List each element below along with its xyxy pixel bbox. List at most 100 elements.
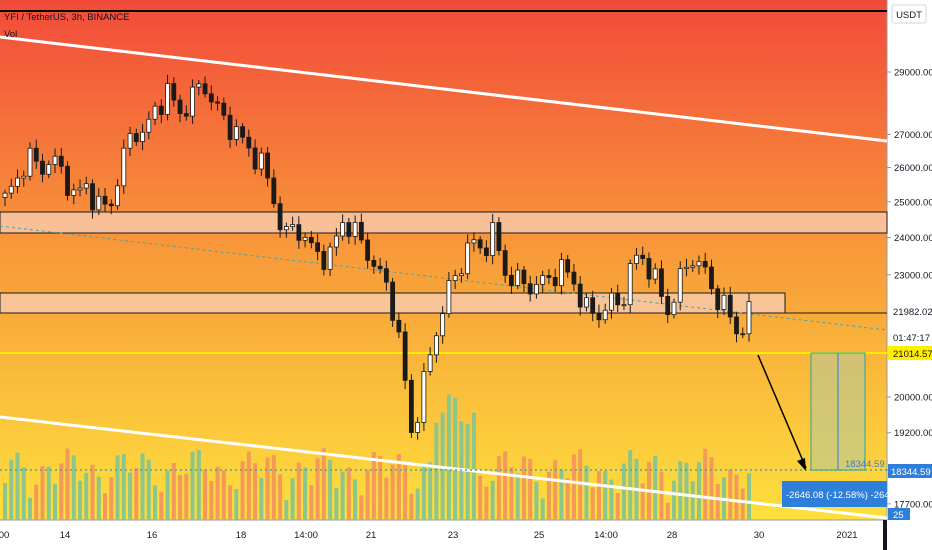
candle-body	[140, 131, 145, 143]
volume-bar	[209, 481, 214, 520]
resistance-zone[interactable]	[0, 211, 888, 234]
volume-bar	[234, 489, 239, 520]
candle-body	[740, 333, 746, 336]
candle-body	[690, 265, 696, 268]
candle-body	[102, 195, 108, 205]
price-tick-label: 19200.00	[894, 428, 932, 439]
candle-body	[108, 203, 114, 207]
volume-bar	[678, 461, 683, 520]
volume-bar	[621, 463, 626, 520]
currency-badge-box[interactable]	[891, 4, 927, 24]
volume-bar	[315, 458, 320, 520]
volume-badge-text: 25	[893, 510, 904, 521]
volume-bar	[328, 459, 333, 520]
candle-body	[515, 269, 521, 286]
candle-body	[465, 242, 471, 275]
volume-bar	[478, 475, 483, 520]
candle-body	[127, 133, 133, 149]
candle-body	[8, 185, 14, 194]
volume-bar	[640, 483, 645, 520]
volume-bar	[240, 461, 245, 520]
candles	[2, 74, 752, 440]
volume-bar	[309, 485, 314, 520]
candle-body	[609, 292, 614, 311]
lower-channel-line[interactable]	[0, 415, 888, 520]
candle-body	[371, 259, 377, 267]
volume-bar	[534, 481, 539, 520]
volume-bar	[703, 448, 708, 520]
candle-body	[383, 268, 389, 283]
volume-badge	[888, 508, 910, 520]
time-tick-label: 2021	[836, 530, 857, 541]
volume-bar	[596, 471, 601, 520]
candle-body	[433, 335, 439, 356]
candle-body	[446, 280, 452, 315]
upper-channel-line[interactable]	[0, 35, 888, 143]
candle-body	[590, 297, 596, 314]
volume-bar	[359, 495, 364, 520]
volume-bar	[3, 483, 7, 520]
volume-bar	[509, 467, 514, 520]
candle-body	[677, 268, 683, 303]
volume-bar	[434, 422, 439, 520]
volume-bar	[515, 473, 520, 520]
volume-bar	[471, 412, 476, 520]
volume-bar	[396, 454, 401, 520]
volume-bar	[53, 483, 58, 520]
candle-body	[240, 126, 245, 138]
candle-body	[490, 222, 496, 256]
volume-bar	[553, 460, 558, 520]
candle-body	[665, 296, 671, 316]
candle-body	[96, 195, 102, 211]
volume-bar	[465, 423, 470, 520]
volume-bar	[747, 473, 751, 520]
candle-body	[565, 259, 571, 273]
volume-bar	[578, 449, 583, 520]
candle-body	[746, 301, 752, 335]
volume-bar	[184, 473, 189, 520]
candle-body	[471, 239, 477, 244]
volume-bar	[390, 464, 395, 520]
volume-bar	[40, 466, 45, 520]
candle-body	[27, 147, 33, 177]
volume-bar	[153, 485, 158, 520]
candle-body	[671, 301, 677, 316]
candle-body	[727, 294, 733, 318]
volume-bar	[103, 493, 108, 520]
volume-bar	[109, 477, 114, 520]
volume-bar	[353, 479, 358, 520]
candle-body	[302, 236, 308, 241]
volume-bar	[571, 454, 576, 520]
dashed-trend-line[interactable]	[0, 225, 888, 331]
volume-bar	[321, 448, 326, 520]
candle-body	[258, 152, 264, 170]
forecast-arrow-line[interactable]	[757, 354, 807, 469]
candle-body	[196, 83, 202, 88]
target-price-badge	[888, 464, 932, 478]
candle-body	[133, 133, 139, 143]
volume-bar	[146, 459, 151, 520]
candle-body	[71, 189, 77, 196]
volume-bar	[34, 484, 39, 520]
candle-body	[577, 283, 583, 308]
volume-bar	[190, 451, 195, 520]
candle-body	[396, 319, 402, 333]
volume-bar	[696, 462, 701, 520]
price-axis-background	[887, 0, 932, 550]
volume-bar	[303, 467, 308, 520]
symbol-title[interactable]: YFI / TetherUS, 3h, BINANCE	[4, 12, 130, 23]
candle-body	[2, 192, 8, 198]
volume-bar	[453, 398, 458, 520]
candle-body	[534, 283, 539, 295]
candle-body	[15, 177, 20, 187]
candle-body	[146, 118, 152, 133]
volume-bars	[3, 394, 751, 520]
target-price-label: 18344.59	[891, 467, 931, 478]
volume-bar	[46, 466, 51, 520]
candle-body	[177, 99, 183, 115]
volume-label[interactable]: Vol	[4, 29, 18, 40]
candle-body	[252, 147, 258, 170]
volume-bar	[246, 451, 251, 520]
volume-bar	[740, 488, 745, 520]
